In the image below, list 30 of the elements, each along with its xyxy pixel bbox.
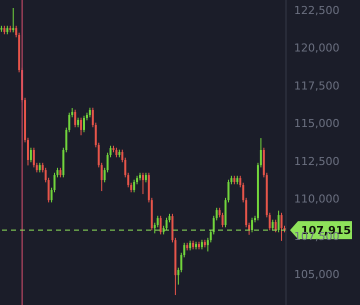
candlestick xyxy=(74,109,76,128)
candlestick xyxy=(142,172,144,195)
candlestick xyxy=(280,212,283,242)
candlestick xyxy=(160,215,162,235)
candlestick xyxy=(88,107,91,118)
y-tick-label: 110,000 xyxy=(294,192,340,206)
candlestick xyxy=(77,117,80,128)
candlestick xyxy=(200,239,203,250)
candlestick xyxy=(80,117,82,136)
y-tick-label: 122,500 xyxy=(294,4,340,17)
y-tick-label: 120,000 xyxy=(294,42,340,55)
candlestick xyxy=(272,219,274,231)
candlestick xyxy=(278,210,280,233)
candlestick xyxy=(115,147,118,158)
candlestick xyxy=(83,115,85,133)
y-tick-label: 105,000 xyxy=(294,268,340,281)
candlestick xyxy=(133,179,136,193)
y-tick-label: 115,000 xyxy=(294,117,340,130)
candlestick xyxy=(166,217,168,231)
y-tick-label: 112,500 xyxy=(294,154,340,168)
candlestick xyxy=(144,172,147,183)
candlestick xyxy=(251,217,254,233)
candlestick xyxy=(222,212,224,228)
candlestick xyxy=(38,162,41,173)
candlestick xyxy=(12,8,14,33)
candlestick xyxy=(274,219,277,233)
candlestick xyxy=(189,240,192,251)
candlestick xyxy=(59,167,62,178)
y-tick-label: 117,500 xyxy=(294,79,340,92)
candlestick xyxy=(30,147,32,163)
